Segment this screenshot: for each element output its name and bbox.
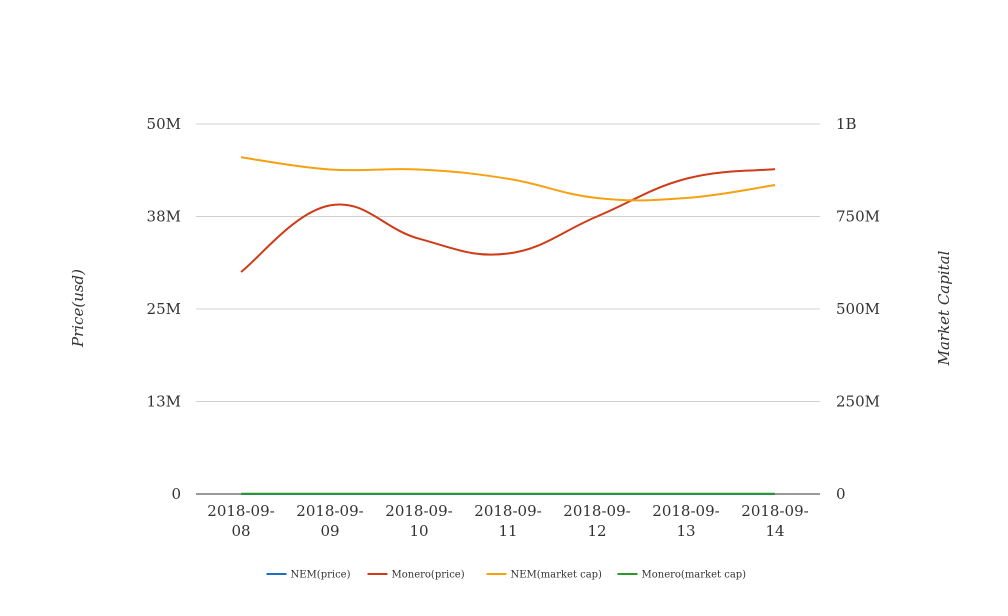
legend-label-nem-price: NEM(price) [291,570,351,581]
y-right-tick-label: 750M [836,208,880,226]
legend-label-monero-price: Monero(price) [392,570,465,581]
y-axis-right-title: Market Capital [935,250,953,366]
x-tick-label: 2018-09-09 [296,502,363,540]
x-axis-ticks: 2018-09-08 2018-09-09 2018-09-10 2018-09-11… [207,502,808,540]
left-axis-ticks: 0 13M 25M 38M 50M [147,115,181,503]
y-right-tick-label: 250M [836,393,880,411]
x-tick-label: 2018-09-13 [652,502,719,540]
y-left-tick-label: 50M [147,115,181,133]
x-tick-label: 2018-09-14 [741,502,808,540]
series-lines [240,156,776,496]
x-tick-label: 2018-09-11 [474,502,541,540]
y-axis-left-title: Price(usd) [69,269,87,348]
y-right-tick-label: 1B [836,115,857,133]
legend-label-nem-market-cap: NEM(market cap) [511,570,603,581]
y-right-tick-label: 0 [836,485,846,503]
series-line-monero-price [240,168,776,273]
series-line-nem-market-cap [240,156,776,202]
right-axis-ticks: 0 250M 500M 750M 1B [836,115,880,503]
legend-label-monero-market-cap: Monero(market cap) [642,570,747,581]
y-right-tick-label: 500M [836,300,880,318]
y-left-tick-label: 13M [147,393,181,411]
x-tick-label: 2018-09-08 [207,502,274,540]
y-left-tick-label: 38M [147,208,181,226]
y-left-tick-label: 0 [171,485,181,503]
x-tick-label: 2018-09-10 [385,502,452,540]
y-left-tick-label: 25M [147,300,181,318]
legend: NEM(price) Monero(price) NEM(market cap) Mo… [266,570,747,581]
x-tick-label: 2018-09-12 [563,502,630,540]
